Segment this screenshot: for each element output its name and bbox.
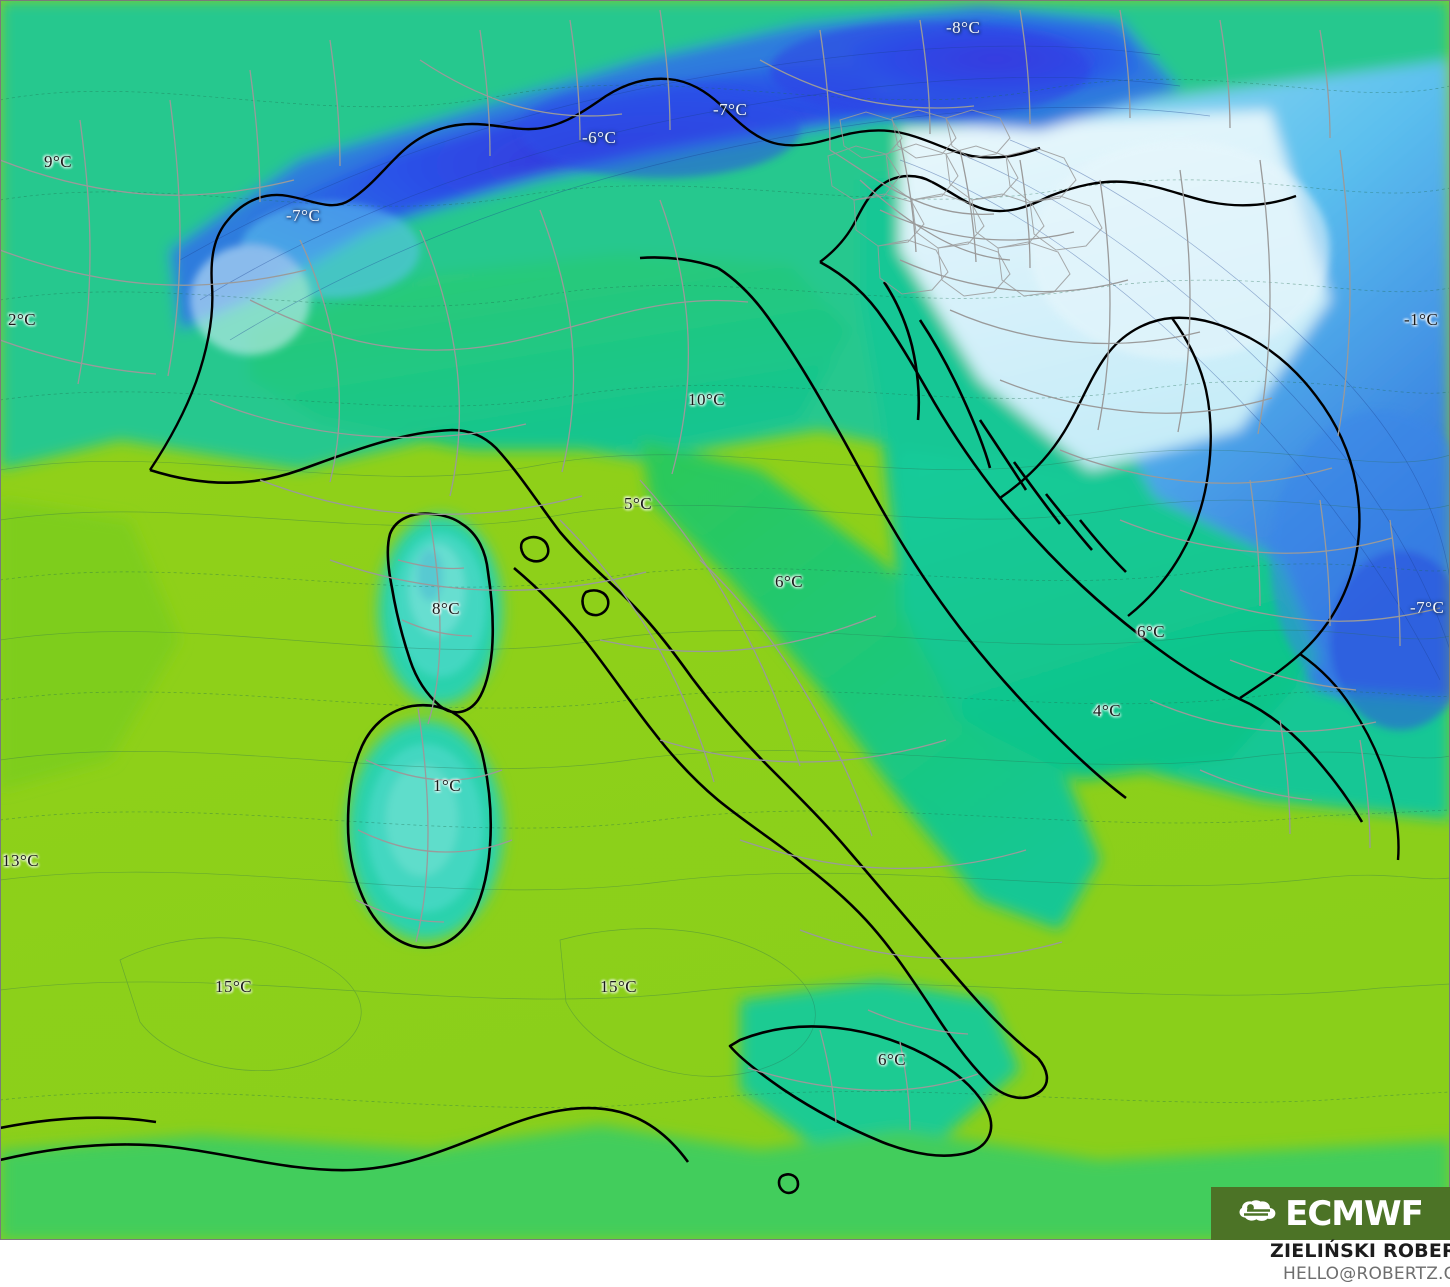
- contour-label: 9°C: [44, 152, 73, 171]
- colorbar-bar: -11.30 °C 15.80 °C -50-40-30-20-10010203…: [0, 1240, 1450, 1287]
- temperature-map[interactable]: -8°C -7°C -6°C -7°C 9°C 2°C -1°C 10°C 5°C 6°C 8°C 6…: [0, 0, 1450, 1240]
- contour-label: -7°C: [1410, 598, 1445, 617]
- contour-label: 6°C: [878, 1050, 907, 1069]
- contour-label: 8°C: [432, 599, 461, 618]
- admin-mesh: [827, 109, 1103, 297]
- contour-label: -8°C: [946, 18, 981, 37]
- contour-label: 1°C: [433, 776, 462, 795]
- contour-label: -7°C: [286, 206, 321, 225]
- contour-label: -6°C: [582, 128, 617, 147]
- contour-label: 6°C: [1137, 622, 1166, 641]
- map-canvas: [0, 0, 1450, 1240]
- contour-lines-dashed: [0, 78, 1450, 1108]
- contour-label: 4°C: [1093, 701, 1122, 720]
- coastlines: [0, 256, 1364, 1195]
- watermark-author-name: ZIELIŃSKI ROBERT: [1270, 1240, 1450, 1262]
- ecmwf-wordmark: ECMWF: [1285, 1193, 1424, 1234]
- contour-label: 5°C: [624, 494, 653, 513]
- ecmwf-logo: ECMWF: [1211, 1187, 1450, 1240]
- watermark-email: HELLO@ROBERTZ.CO: [1283, 1264, 1450, 1284]
- contour-label: 6°C: [775, 572, 804, 591]
- contour-label: -1°C: [1404, 310, 1439, 329]
- contour-label: -7°C: [713, 100, 748, 119]
- contour-lines: [0, 449, 1450, 1077]
- ecmwf-cloud-icon: [1238, 1199, 1278, 1229]
- contour-label: 10°C: [688, 390, 726, 409]
- contour-label: 15°C: [215, 977, 253, 996]
- contour-label: 2°C: [8, 310, 37, 329]
- contour-label: 15°C: [600, 977, 638, 996]
- regional-borders: [0, 9, 1441, 1131]
- contour-bands: [190, 22, 1450, 912]
- contour-label: 13°C: [2, 851, 40, 870]
